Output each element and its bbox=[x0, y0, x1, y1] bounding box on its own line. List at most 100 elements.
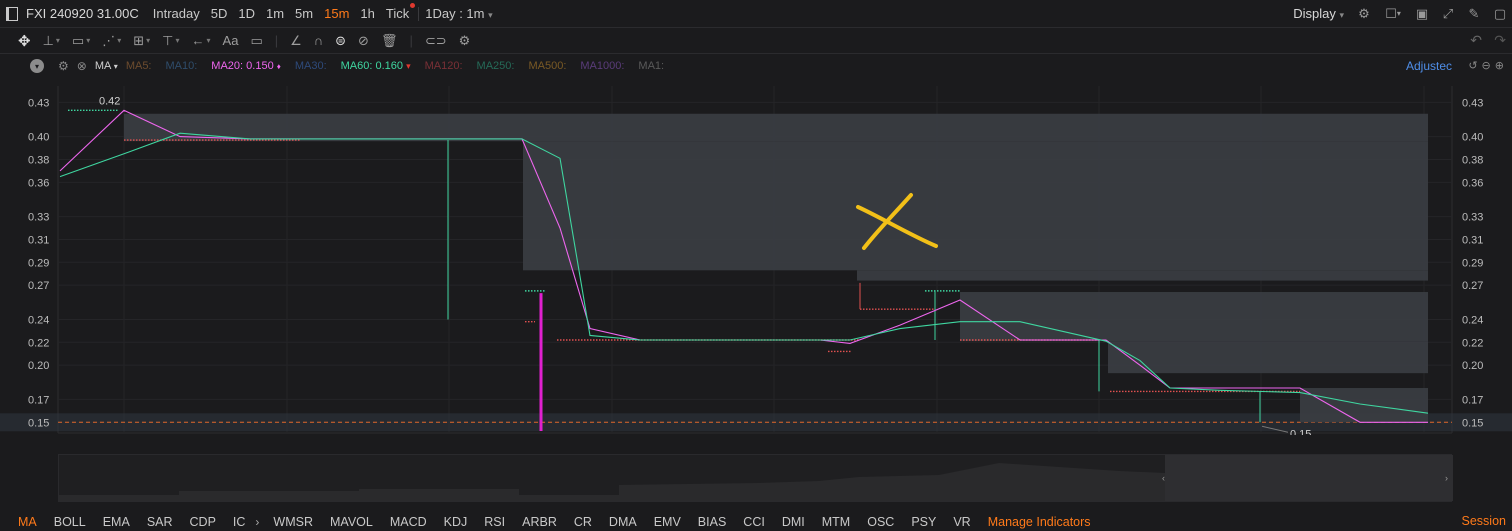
tab-1h[interactable]: 1h bbox=[360, 6, 375, 21]
drawing-settings-icon[interactable]: ⚙ bbox=[458, 32, 471, 48]
indicator-ic[interactable]: IC bbox=[232, 514, 246, 529]
layout-icon[interactable]: ☐ ▾ bbox=[1385, 5, 1401, 21]
indicator-dmi[interactable]: DMI bbox=[781, 514, 805, 529]
annotations: 0.42 0.15 bbox=[99, 95, 1311, 435]
divider bbox=[418, 6, 420, 21]
indicator-psy[interactable]: PSY bbox=[911, 514, 937, 529]
indicator-cci[interactable]: CCI bbox=[743, 514, 765, 529]
indicator-kdj[interactable]: KDJ bbox=[443, 514, 468, 529]
pencil-icon[interactable]: ✎ bbox=[1468, 5, 1480, 21]
ma-selector[interactable]: MA ▾ bbox=[95, 60, 118, 72]
vertical-line-tool-icon[interactable]: ⊥ ▾ bbox=[42, 32, 60, 48]
chart-zoom-controls[interactable]: ↺⊖⊕ bbox=[1468, 60, 1508, 72]
indicator-dma[interactable]: DMA bbox=[608, 514, 637, 529]
price-chart-svg[interactable]: 0.43 0.43 0.40 0.40 0.38 0.38 0.36 0.36 0.33 0.33… bbox=[0, 80, 1512, 435]
measure-tool-icon[interactable]: ⊤ ▾ bbox=[162, 32, 180, 48]
tab-intraday[interactable]: Intraday bbox=[152, 6, 200, 21]
low-price-leader bbox=[1261, 425, 1289, 433]
link-icon[interactable]: ⊂⊃ bbox=[424, 32, 447, 48]
display-dropdown[interactable]: Display ▾ bbox=[1293, 6, 1344, 21]
chevron-down-icon: ▾ bbox=[1339, 10, 1344, 20]
hand-drawn-x-mark bbox=[856, 205, 938, 248]
undo-icon[interactable]: ↶ bbox=[1470, 32, 1482, 48]
ma-legend-item: MA120: bbox=[424, 60, 463, 72]
divider: | bbox=[274, 33, 279, 48]
arrow-tool-icon[interactable]: ← ▾ bbox=[191, 33, 211, 48]
rectangle-tool-icon[interactable]: ▭ ▾ bbox=[71, 32, 91, 48]
indicator-osc[interactable]: OSC bbox=[867, 514, 895, 529]
settings-icon[interactable]: ⚙ bbox=[58, 59, 69, 73]
ruler-icon[interactable]: ∠ bbox=[290, 32, 302, 48]
hand-drawn-x-mark bbox=[862, 193, 913, 250]
trend-line-tool-icon[interactable]: ⋰ ▾ bbox=[102, 32, 122, 48]
comment-tool-icon[interactable]: ▭ bbox=[250, 32, 263, 48]
indicator-boll[interactable]: BOLL bbox=[53, 514, 86, 529]
indicator-mtm[interactable]: MTM bbox=[821, 514, 851, 529]
current-price-band bbox=[0, 413, 1512, 432]
drawn-rectangle-zone bbox=[124, 113, 1428, 142]
collapse-legend-icon[interactable]: ▾ bbox=[30, 59, 44, 73]
manage-indicators-button[interactable]: Manage Indicators bbox=[987, 514, 1091, 529]
watchlist-toggle-icon[interactable] bbox=[6, 6, 18, 21]
lock-drawings-icon[interactable]: ⊜ bbox=[335, 32, 347, 48]
text-tool-icon[interactable]: Aa bbox=[222, 33, 239, 48]
indicator-sar[interactable]: SAR bbox=[146, 514, 173, 529]
diamond-icon: ♦ bbox=[276, 62, 281, 71]
indicator-rsi[interactable]: RSI bbox=[484, 514, 506, 529]
expand-icon[interactable]: ⤢ bbox=[1442, 5, 1454, 21]
price-chart[interactable]: 0.43 0.43 0.40 0.40 0.38 0.38 0.36 0.36 0.33 0.33… bbox=[0, 80, 1512, 435]
indicator-wmsr[interactable]: WMSR bbox=[273, 514, 313, 529]
redo-icon[interactable]: ↷ bbox=[1494, 32, 1506, 48]
window-icon[interactable]: ▢ bbox=[1493, 5, 1507, 21]
chevron-right-icon[interactable]: › bbox=[255, 514, 260, 529]
ma-legend-item: MA250: bbox=[476, 60, 515, 72]
trash-icon[interactable]: 🗑︎ bbox=[380, 32, 398, 48]
y-tick-label-left: 0.17 bbox=[28, 394, 49, 406]
indicator-vr[interactable]: VR bbox=[953, 514, 971, 529]
hide-drawings-icon[interactable]: ⊘ bbox=[358, 32, 369, 48]
camera-icon[interactable]: ▣ bbox=[1415, 5, 1429, 21]
drawn-rectangle-zone bbox=[1108, 341, 1428, 374]
indicator-mavol[interactable]: MAVOL bbox=[330, 514, 373, 529]
tab-5d[interactable]: 5D bbox=[210, 6, 228, 21]
crosshair-move-icon[interactable]: ✥ bbox=[18, 32, 31, 50]
y-tick-label-left: 0.43 bbox=[28, 97, 49, 109]
tab-tick[interactable]: Tick bbox=[385, 3, 416, 21]
navigator-window[interactable] bbox=[1165, 455, 1453, 501]
tab-1m[interactable]: 1m bbox=[265, 6, 285, 21]
tab-5m[interactable]: 5m bbox=[295, 6, 314, 21]
tab-1d[interactable]: 1D bbox=[238, 6, 255, 21]
indicator-macd[interactable]: MACD bbox=[389, 514, 427, 529]
gear-icon[interactable]: ⚙ bbox=[1358, 5, 1370, 21]
adjusted-toggle[interactable]: Adjustec bbox=[1405, 59, 1452, 73]
tab-15m[interactable]: 15m bbox=[324, 6, 350, 21]
session-button[interactable]: Session bbox=[1461, 514, 1506, 528]
indicator-emv[interactable]: EMV bbox=[653, 514, 681, 529]
magnet-icon[interactable]: ∩ bbox=[313, 33, 324, 48]
symbol-title[interactable]: FXI 240920 31.00C bbox=[26, 6, 139, 21]
close-icon[interactable]: ⊗ bbox=[76, 59, 87, 73]
drawn-rectangle-zone bbox=[1300, 388, 1428, 423]
navigator-right-handle[interactable]: › bbox=[1445, 473, 1448, 483]
y-tick-label-left: 0.15 bbox=[28, 417, 49, 429]
indicator-ema[interactable]: EMA bbox=[102, 514, 130, 529]
drawn-rectangle-zone bbox=[523, 141, 1428, 271]
indicator-arbr[interactable]: ARBR bbox=[522, 514, 557, 529]
y-tick-label-right: 0.20 bbox=[1462, 360, 1483, 372]
indicator-cr[interactable]: CR bbox=[573, 514, 592, 529]
y-tick-label-right: 0.31 bbox=[1462, 234, 1483, 246]
y-tick-label-left: 0.27 bbox=[28, 280, 49, 292]
pattern-tool-icon[interactable]: ⊞ ▾ bbox=[133, 32, 151, 48]
drawn-rectangle-zone bbox=[960, 292, 1428, 342]
indicator-cdp[interactable]: CDP bbox=[189, 514, 216, 529]
range-dropdown[interactable]: 1Day : 1m ▾ bbox=[425, 6, 492, 21]
ma-legend-item: MA1000: bbox=[580, 60, 625, 72]
divider: | bbox=[409, 33, 413, 48]
ma-legend-item: MA500: bbox=[528, 60, 567, 72]
indicator-ma[interactable]: MA bbox=[18, 514, 37, 529]
indicator-bias[interactable]: BIAS bbox=[697, 514, 727, 529]
range-label: 1Day : 1m bbox=[425, 6, 485, 21]
y-tick-label-right: 0.17 bbox=[1462, 394, 1483, 406]
time-navigator[interactable]: ‹ › bbox=[58, 454, 1453, 502]
navigator-left-handle[interactable]: ‹ bbox=[1162, 473, 1165, 483]
